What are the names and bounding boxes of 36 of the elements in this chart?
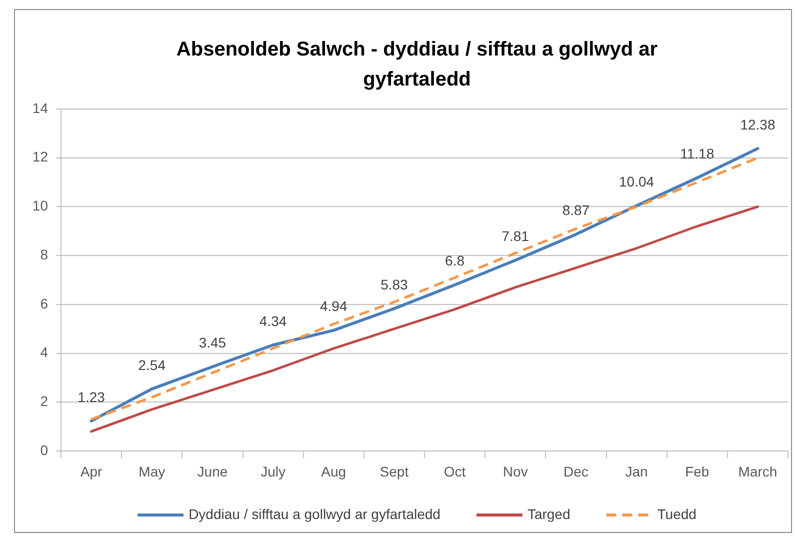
x-tick-label: June <box>197 463 228 480</box>
x-tick-label: Sept <box>380 463 409 480</box>
data-label: 2.54 <box>138 356 166 373</box>
data-label: 4.94 <box>320 298 348 314</box>
y-tick-label: 4 <box>40 344 48 360</box>
data-label: 11.18 <box>680 146 714 162</box>
x-tick-label: July <box>260 463 286 480</box>
data-label: 4.34 <box>259 312 287 329</box>
y-tick-label: 8 <box>40 246 48 262</box>
data-label: 6.8 <box>445 252 465 269</box>
x-tick-label: May <box>138 463 166 480</box>
x-tick-label: Dec <box>564 463 588 480</box>
legend-label: Dyddiau / sifftau a gollwyd ar gyfartaledd <box>188 506 440 522</box>
y-tick-label: 14 <box>32 100 48 116</box>
data-label: 12.38 <box>740 116 776 132</box>
data-label: 8.87 <box>562 202 590 218</box>
x-tick-label: Oct <box>444 463 466 480</box>
x-tick-label: Jan <box>625 463 648 480</box>
y-tick-label: 0 <box>40 442 48 458</box>
y-tick-label: 2 <box>40 393 48 409</box>
x-tick-label: March <box>738 463 778 480</box>
x-tick-label: Apr <box>80 463 103 480</box>
y-tick-label: 12 <box>32 148 48 165</box>
data-label: 3.45 <box>198 334 226 351</box>
data-label: 1.23 <box>78 388 106 405</box>
legend-label: Targed <box>527 506 570 522</box>
y-tick-label: 10 <box>32 198 48 214</box>
x-tick-label: Feb <box>685 463 710 480</box>
data-label: 7.81 <box>502 228 530 244</box>
legend-label: Tuedd <box>657 506 696 522</box>
x-tick-label: Aug <box>321 463 346 480</box>
data-label: 10.04 <box>619 174 654 190</box>
chart-title: Absenoldeb Salwch - dyddiau / sifftau a gollwyd ar gyfartaledd <box>176 38 658 91</box>
x-tick-label: Nov <box>502 463 528 480</box>
y-tick-label: 6 <box>40 295 48 312</box>
data-label: 5.83 <box>380 276 408 292</box>
